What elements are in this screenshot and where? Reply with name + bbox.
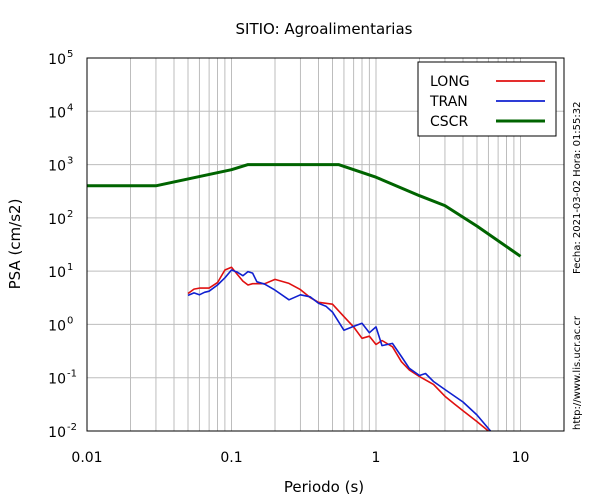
legend-label-cscr: CSCR xyxy=(430,114,468,130)
y-tick-label: 10 xyxy=(48,52,66,68)
y-tick-exponent: 2 xyxy=(67,209,73,220)
y-tick-exponent: 5 xyxy=(67,49,73,60)
x-tick-label: 0.1 xyxy=(220,450,242,466)
y-axis-label: PSA (cm/s2) xyxy=(6,199,24,290)
y-tick-label: 10 xyxy=(48,265,66,281)
y-tick-label: 10 xyxy=(48,425,66,441)
x-tick-label: 0.01 xyxy=(71,450,102,466)
y-tick-exponent: -2 xyxy=(67,422,77,433)
y-tick-label: 10 xyxy=(48,159,66,175)
plot-frame xyxy=(86,57,565,432)
y-tick-label: 10 xyxy=(48,372,66,388)
legend-box xyxy=(417,61,557,137)
legend-label-tran: TRAN xyxy=(429,94,468,110)
y-tick-exponent: 0 xyxy=(67,315,73,326)
y-tick-exponent: -1 xyxy=(67,369,77,380)
chart-title: SITIO: Agroalimentarias xyxy=(236,20,413,38)
series-lines xyxy=(87,163,522,432)
y-tick-exponent: 1 xyxy=(67,262,73,273)
x-axis-label: Periodo (s) xyxy=(284,478,364,496)
legend: LONG TRAN CSCR xyxy=(417,61,557,137)
legend-label-long: LONG xyxy=(430,74,470,90)
y-tick-label: 10 xyxy=(48,105,66,121)
grid xyxy=(86,57,565,432)
y-tick-exponent: 3 xyxy=(67,156,73,167)
series-line-cscr xyxy=(87,163,522,258)
x-tick-label: 1 xyxy=(372,450,381,466)
timestamp-label: Fecha: 2021-03-02 Hora: 01:55:32 xyxy=(572,102,583,275)
series-line-tran xyxy=(187,269,492,432)
y-tick-label: 10 xyxy=(48,212,66,228)
y-tick-exponent: 4 xyxy=(67,102,73,113)
x-tick-label: 10 xyxy=(512,450,530,466)
source-url-label: http://www.lis.ucr.ac.cr xyxy=(572,315,583,430)
series-line-long xyxy=(187,266,489,432)
y-tick-label: 10 xyxy=(48,318,66,334)
